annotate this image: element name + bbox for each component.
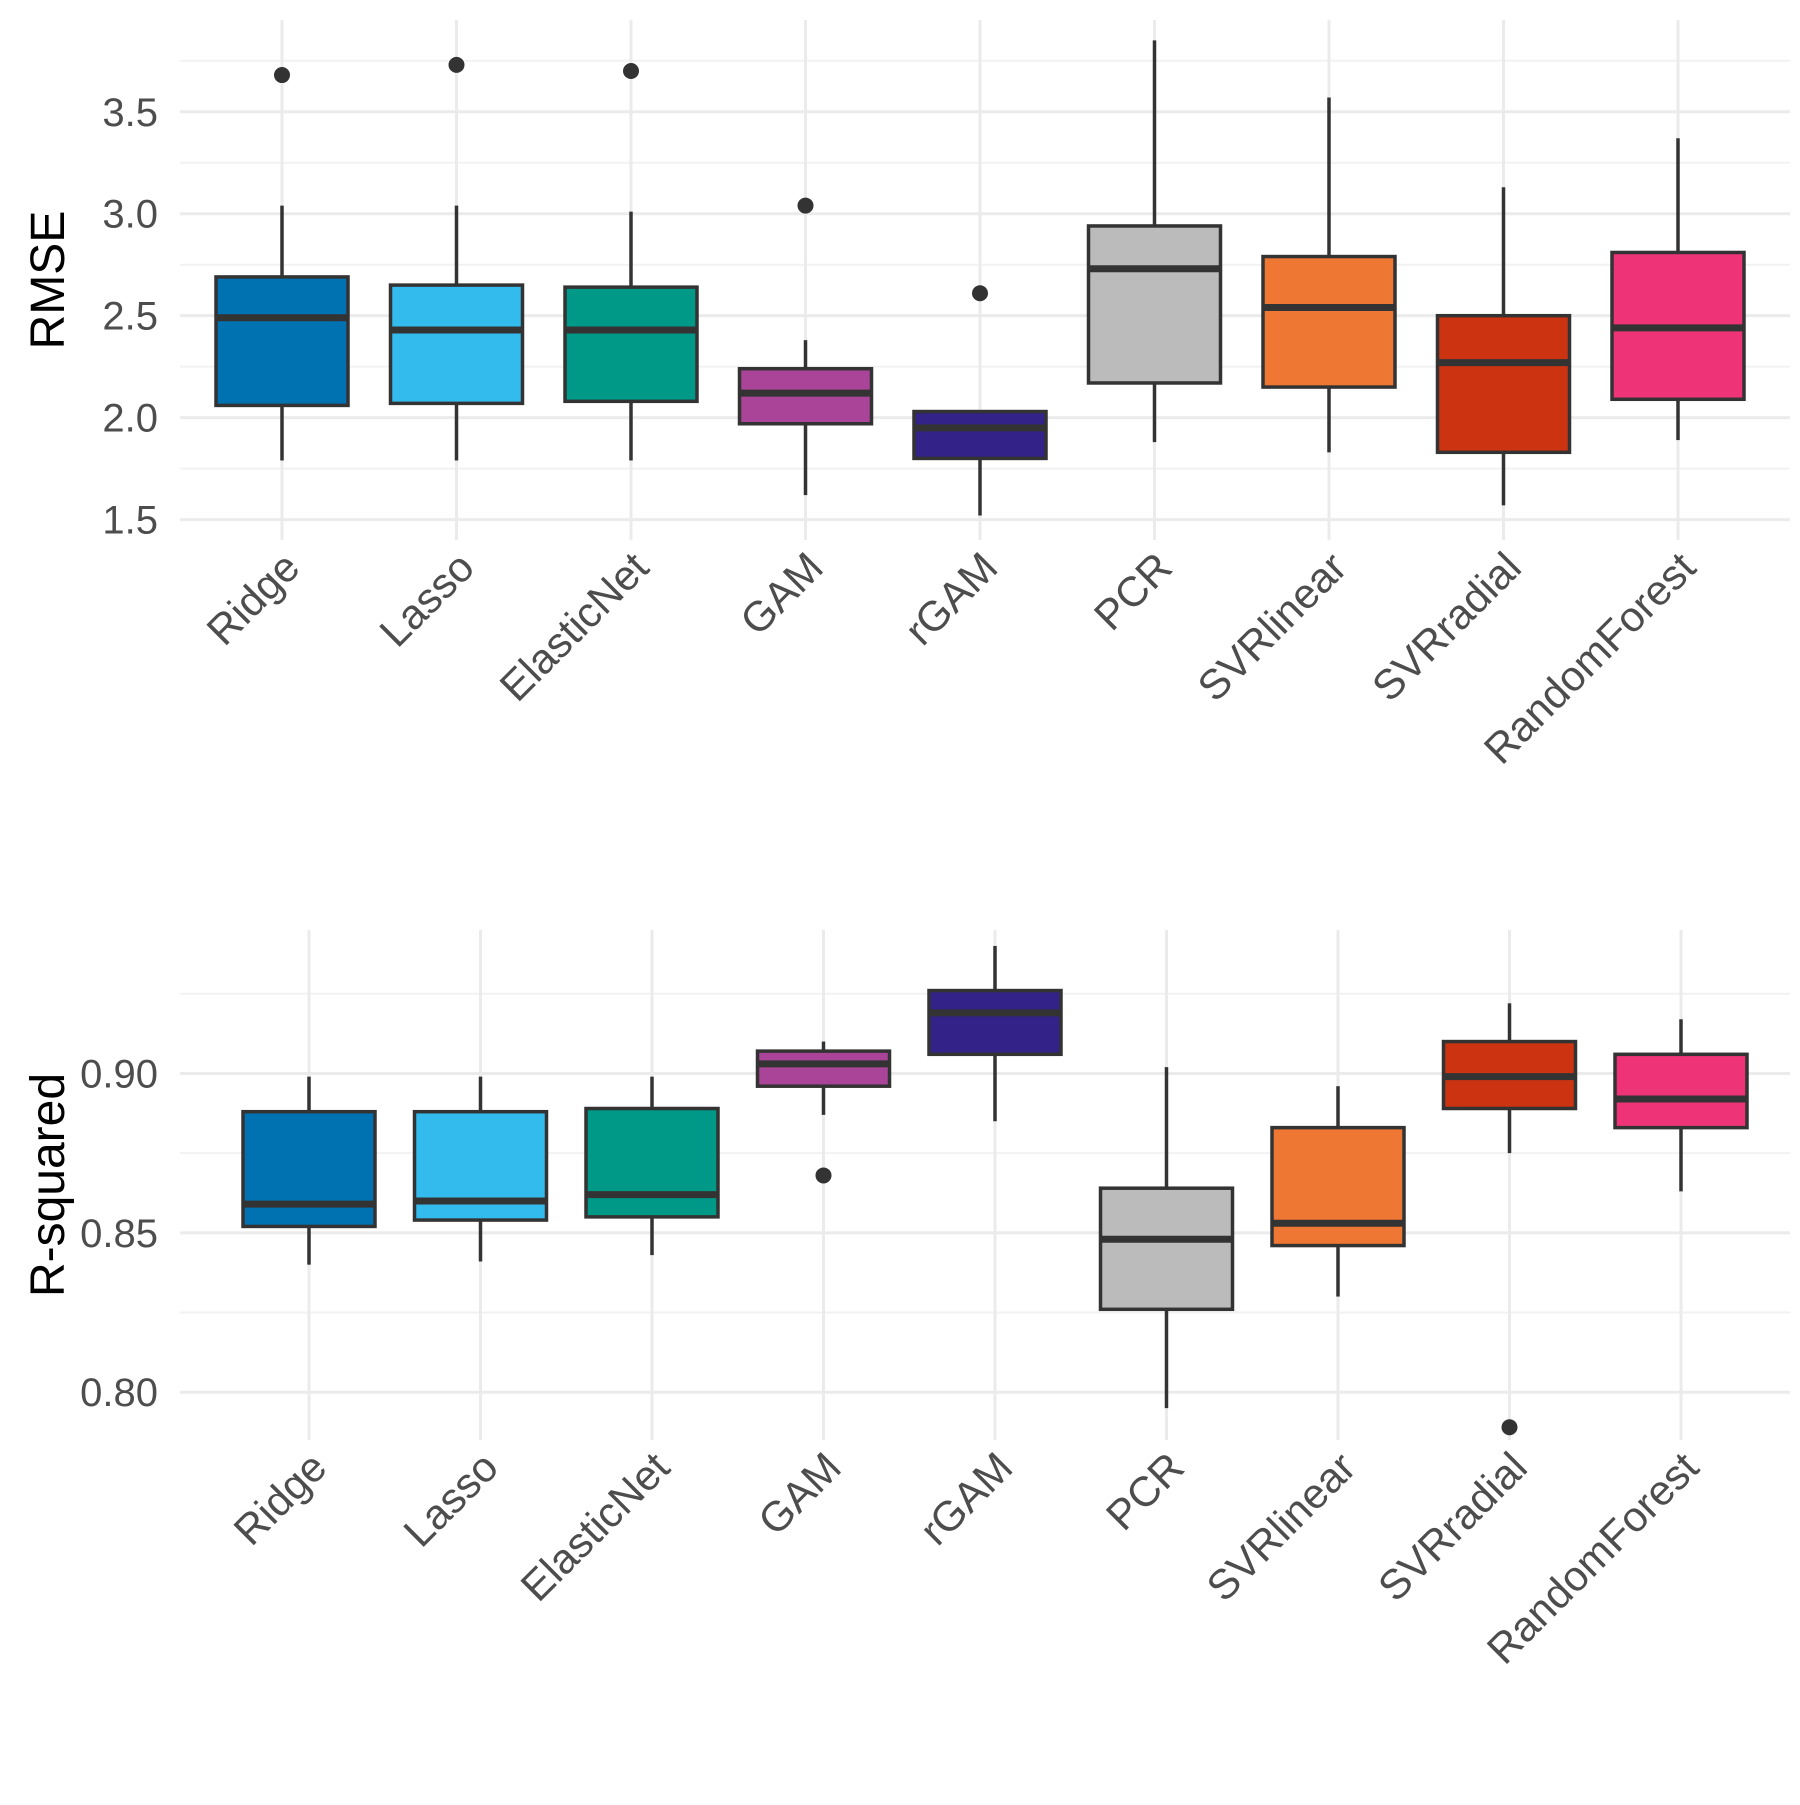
iqr-box — [1098, 1186, 1235, 1312]
box-svrlinear — [1261, 97, 1397, 453]
rmse-panel: 1.5 2.0 2.5 3.0 3.5 RMSE Ridge Lasso ElasticNet G… — [22, 20, 1790, 773]
box-randomforest — [1610, 138, 1746, 441]
box-lasso — [388, 56, 525, 461]
iqr-box — [927, 988, 1063, 1057]
x-tick-label-svrlinear: SVRlinear — [1188, 543, 1355, 710]
box-svrradial — [1435, 187, 1572, 506]
outlier-point — [797, 197, 814, 214]
box-elasticnet — [563, 62, 699, 461]
iqr-box — [1270, 1125, 1406, 1248]
x-tick-label-lasso: Lasso — [370, 543, 482, 655]
box-ridge — [214, 67, 350, 461]
x-tick-label-gam: GAM — [749, 1443, 850, 1544]
boxes — [241, 945, 1749, 1436]
iqr-box — [912, 409, 1048, 461]
outlier-point — [623, 62, 639, 79]
iqr-box — [1613, 1052, 1749, 1130]
x-tick-label-svrradial: SVRradial — [1369, 1443, 1536, 1610]
iqr-box — [563, 285, 699, 404]
box-randomforest — [1613, 1019, 1749, 1192]
x-tick-label-elasticnet: ElasticNet — [490, 543, 657, 710]
iqr-box — [755, 1049, 892, 1088]
y-axis-title: RMSE — [22, 211, 75, 350]
x-tick-label-ridge: Ridge — [225, 1443, 336, 1554]
box-elasticnet — [584, 1076, 720, 1256]
box-rgam — [927, 945, 1063, 1122]
outlier-point — [274, 67, 290, 84]
y-tick-label: 0.90 — [80, 1052, 158, 1096]
box-gam — [755, 1041, 892, 1184]
boxes — [214, 40, 1746, 516]
outlier-point — [815, 1167, 832, 1184]
outlier-point — [972, 285, 988, 302]
box-rgam — [912, 285, 1048, 516]
y-tick-label: 1.5 — [102, 499, 158, 543]
box-lasso — [412, 1076, 549, 1262]
box-pcr — [1086, 40, 1223, 443]
box-svrlinear — [1270, 1086, 1406, 1297]
y-axis-title: R-squared — [22, 1073, 75, 1297]
r-squared-panel: 0.80 0.85 0.90R-squared Ridge Lasso ElasticNe… — [22, 930, 1790, 1673]
x-tick-label-pcr: PCR — [1097, 1443, 1193, 1539]
iqr-box — [584, 1106, 720, 1219]
y-axis-ticks: 1.5 2.0 2.5 3.0 3.5 — [102, 91, 158, 543]
x-tick-label-pcr: PCR — [1085, 543, 1181, 639]
outlier-point — [1501, 1419, 1518, 1436]
y-tick-label: 2.5 — [102, 295, 158, 339]
box-svrradial — [1441, 1003, 1578, 1436]
grid — [180, 20, 1790, 540]
box-ridge — [241, 1076, 377, 1265]
y-tick-label: 0.85 — [80, 1212, 158, 1256]
y-tick-label: 0.80 — [80, 1371, 158, 1415]
iqr-box — [388, 283, 525, 406]
x-tick-label-elasticnet: ElasticNet — [511, 1443, 678, 1610]
x-tick-label-svrlinear: SVRlinear — [1197, 1443, 1364, 1610]
x-tick-label-gam: GAM — [731, 543, 832, 644]
x-tick-label-lasso: Lasso — [394, 1443, 506, 1555]
iqr-box — [1435, 313, 1572, 455]
x-axis-labels: Ridge Lasso ElasticNet GAM rGAM PCR SVRlinear S… — [198, 543, 1705, 773]
iqr-box — [214, 275, 350, 408]
y-tick-label: 2.0 — [102, 397, 158, 441]
x-tick-label-rgam: rGAM — [911, 1443, 1022, 1554]
outlier-point — [448, 56, 465, 73]
y-tick-label: 3.0 — [102, 193, 158, 237]
iqr-box — [1086, 224, 1223, 385]
box-gam — [737, 197, 874, 496]
x-tick-label-rgam: rGAM — [896, 543, 1007, 654]
y-axis-ticks: 0.80 0.85 0.90 — [80, 1052, 158, 1415]
box-pcr — [1098, 1067, 1235, 1409]
x-tick-label-svrradial: SVRradial — [1363, 543, 1530, 710]
iqr-box — [241, 1109, 377, 1229]
iqr-box — [1261, 254, 1397, 389]
x-axis-labels: Ridge Lasso ElasticNet GAM rGAM PCR SVRlinear S… — [225, 1443, 1708, 1673]
y-tick-label: 3.5 — [102, 91, 158, 135]
x-tick-label-ridge: Ridge — [198, 543, 309, 654]
